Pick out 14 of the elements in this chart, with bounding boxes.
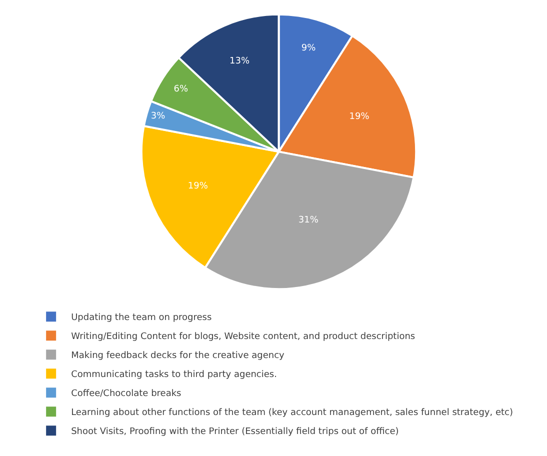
data-label: 19% bbox=[349, 112, 370, 122]
legend-label: Writing/Editing Content for blogs, Website content, and product descriptions bbox=[71, 332, 416, 342]
data-label: 13% bbox=[230, 56, 250, 66]
data-label: 19% bbox=[188, 182, 208, 192]
data-label: 31% bbox=[298, 216, 319, 226]
data-label: 3% bbox=[150, 112, 166, 122]
legend-label: Updating the team on progress bbox=[71, 313, 212, 324]
legend-label: Making feedback decks for the creative agency bbox=[71, 351, 286, 362]
data-label: 6% bbox=[174, 84, 188, 95]
data-label: 9% bbox=[301, 44, 316, 54]
legend-label: Communicating tasks to third party agencies. bbox=[71, 370, 277, 380]
legend-label: Learning about other functions of the team (key account management, sales funnel strategy, etc) bbox=[71, 408, 513, 418]
legend-label: Coffee/Chocolate breaks bbox=[71, 389, 182, 400]
legend-label: Shoot Visits, Proofing with the Printer (Essentially field trips out of office) bbox=[71, 427, 399, 438]
